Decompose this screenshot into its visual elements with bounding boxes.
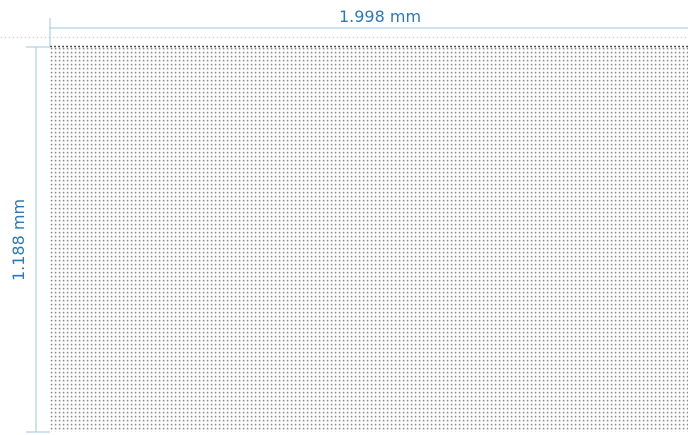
- dot-grid: [50, 47, 688, 432]
- width-label: 1.998 mm: [339, 7, 421, 26]
- faint-row: [0, 36, 688, 40]
- height-label: 1.188 mm: [9, 199, 28, 281]
